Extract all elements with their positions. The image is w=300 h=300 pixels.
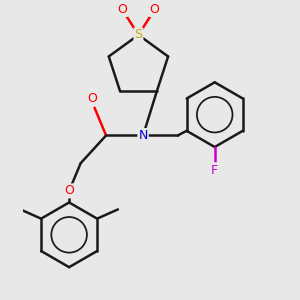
Text: O: O [117,3,127,16]
Text: O: O [64,184,74,197]
Text: O: O [87,92,97,105]
Text: N: N [138,129,148,142]
Text: S: S [134,28,142,41]
Text: O: O [150,3,160,16]
Text: F: F [211,164,218,177]
